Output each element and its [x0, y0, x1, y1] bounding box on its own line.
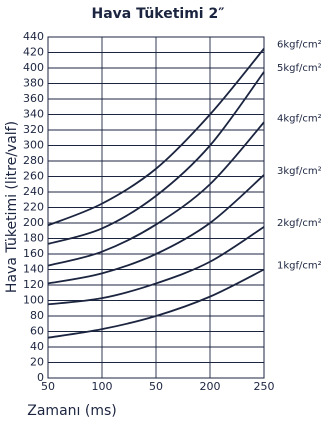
y-tick-label: 220	[23, 201, 44, 214]
legend-label: 4kgf/cm²	[277, 113, 322, 124]
chart-title: Hava Tüketimi 2″	[92, 6, 225, 22]
y-tick-label: 320	[23, 123, 44, 136]
y-tick-label: 360	[23, 92, 44, 105]
y-tick-label: 340	[23, 108, 44, 121]
legend-label: 3kgf/cm²	[277, 166, 322, 177]
line	[47, 121, 265, 267]
y-tick-label: 160	[23, 247, 44, 260]
y-tick-label: 240	[23, 185, 44, 198]
legend-label: 6kgf/cm²	[277, 40, 322, 51]
y-tick-label: 400	[23, 61, 44, 74]
line	[47, 268, 265, 339]
y-tick-label: 300	[23, 139, 44, 152]
y-tick-label: 80	[30, 309, 44, 322]
y-tick-label: 440	[23, 30, 44, 43]
y-tick-label: 420	[23, 46, 44, 59]
y-tick-label: 200	[23, 216, 44, 229]
y-tick-label: 140	[23, 263, 44, 276]
x-tick-label: 100	[92, 380, 113, 393]
x-axis-label: Zamanı (ms)	[27, 403, 116, 419]
y-tick-label: 100	[23, 294, 44, 307]
line	[47, 226, 265, 306]
line	[47, 48, 265, 227]
x-tick-label: 50	[149, 380, 163, 393]
x-tick-label: 200	[200, 380, 221, 393]
legend-label: 2kgf/cm²	[277, 218, 322, 229]
y-tick-label: 180	[23, 232, 44, 245]
x-tick-label: 250	[254, 380, 275, 393]
y-tick-label: 0	[37, 371, 44, 384]
y-tick-label: 40	[30, 340, 44, 353]
y-tick-label: 260	[23, 170, 44, 183]
line	[47, 174, 265, 285]
y-axis-label: Hava Tüketimi (litre/valf)	[4, 121, 20, 293]
y-tick-label: 280	[23, 154, 44, 167]
y-tick-label: 60	[30, 325, 44, 338]
plot-border	[47, 36, 265, 379]
y-tick-label: 380	[23, 77, 44, 90]
y-tick-label: 120	[23, 278, 44, 291]
line	[47, 71, 265, 245]
legend-label: 5kgf/cm²	[277, 63, 322, 74]
x-tick-label: 50	[41, 380, 55, 393]
y-tick-label: 20	[30, 356, 44, 369]
legend-label: 1kgf/cm²	[277, 261, 322, 272]
